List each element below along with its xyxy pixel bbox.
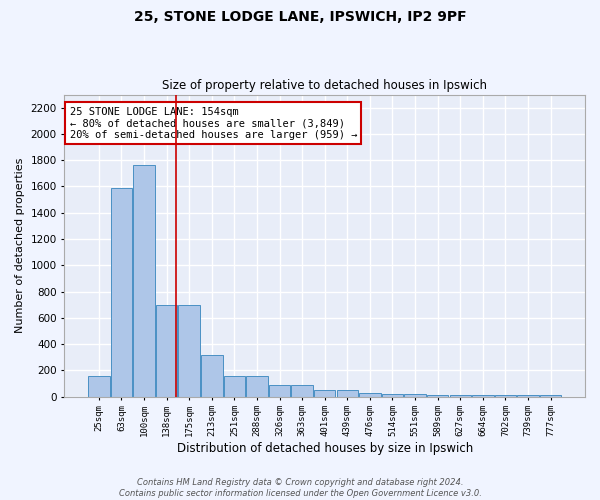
Bar bbox=[133, 166, 155, 396]
Text: 25, STONE LODGE LANE, IPSWICH, IP2 9PF: 25, STONE LODGE LANE, IPSWICH, IP2 9PF bbox=[134, 10, 466, 24]
Bar bbox=[449, 394, 471, 396]
X-axis label: Distribution of detached houses by size in Ipswich: Distribution of detached houses by size … bbox=[176, 442, 473, 455]
Title: Size of property relative to detached houses in Ipswich: Size of property relative to detached ho… bbox=[162, 79, 487, 92]
Bar bbox=[88, 376, 110, 396]
Bar bbox=[472, 394, 494, 396]
Bar bbox=[314, 390, 335, 396]
Bar bbox=[404, 394, 426, 396]
Bar bbox=[495, 394, 516, 396]
Bar bbox=[110, 188, 132, 396]
Bar bbox=[224, 376, 245, 396]
Bar bbox=[359, 394, 380, 396]
Bar bbox=[246, 376, 268, 396]
Bar bbox=[201, 354, 223, 397]
Bar bbox=[156, 304, 178, 396]
Bar bbox=[517, 394, 539, 396]
Bar bbox=[178, 304, 200, 396]
Bar bbox=[540, 394, 562, 396]
Bar bbox=[292, 386, 313, 396]
Bar bbox=[427, 394, 448, 396]
Text: 25 STONE LODGE LANE: 154sqm
← 80% of detached houses are smaller (3,849)
20% of : 25 STONE LODGE LANE: 154sqm ← 80% of det… bbox=[70, 106, 357, 140]
Y-axis label: Number of detached properties: Number of detached properties bbox=[15, 158, 25, 333]
Bar bbox=[269, 386, 290, 396]
Bar bbox=[382, 394, 403, 396]
Bar bbox=[337, 390, 358, 396]
Text: Contains HM Land Registry data © Crown copyright and database right 2024.
Contai: Contains HM Land Registry data © Crown c… bbox=[119, 478, 481, 498]
